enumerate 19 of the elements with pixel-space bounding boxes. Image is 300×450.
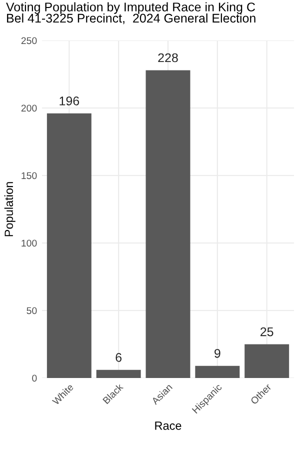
- chart-title: Voting Population by Imputed Race in King C Bel 41-3225 Precinct, 2024 General Election: [6, 2, 256, 24]
- bar: [96, 370, 141, 378]
- y-tick-label: 0: [32, 374, 37, 382]
- bar: [195, 366, 240, 378]
- y-tick-label: 250: [21, 37, 37, 44]
- data-label: 228: [158, 53, 178, 62]
- y-tick-label: 50: [26, 307, 37, 314]
- bar: [46, 113, 92, 378]
- data-label: 6: [116, 353, 122, 362]
- bar: [244, 344, 290, 378]
- y-axis-title: Population: [4, 182, 16, 236]
- y-tick-label: 100: [22, 240, 37, 247]
- data-label: 25: [260, 327, 274, 336]
- data-label: 196: [60, 96, 80, 106]
- y-tick-label: 200: [21, 104, 37, 112]
- data-label: 9: [214, 348, 220, 358]
- y-tick-label: 150: [22, 172, 37, 180]
- x-axis-title: Race: [155, 422, 182, 430]
- bar: [146, 70, 190, 378]
